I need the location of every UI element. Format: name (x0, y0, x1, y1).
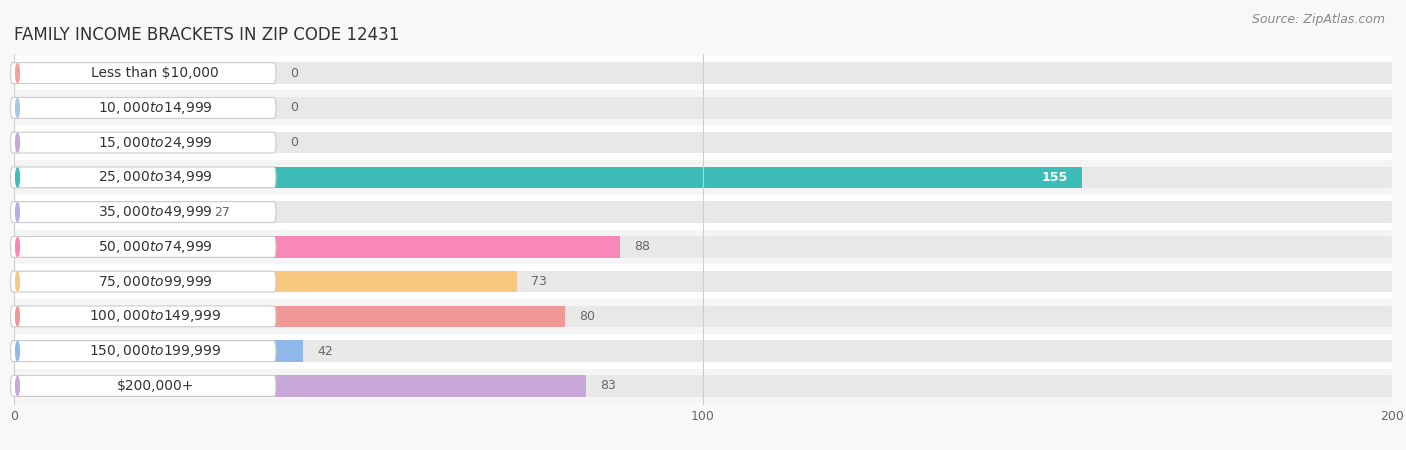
Text: 0: 0 (290, 67, 298, 80)
Text: 83: 83 (599, 379, 616, 392)
Text: $15,000 to $24,999: $15,000 to $24,999 (98, 135, 212, 151)
Text: 0: 0 (290, 101, 298, 114)
FancyBboxPatch shape (10, 202, 276, 223)
Bar (14, 369, 1392, 403)
Text: $10,000 to $14,999: $10,000 to $14,999 (98, 100, 212, 116)
FancyBboxPatch shape (10, 98, 276, 118)
Bar (14, 306, 1392, 327)
Bar (14, 201, 1392, 223)
Text: FAMILY INCOME BRACKETS IN ZIP CODE 12431: FAMILY INCOME BRACKETS IN ZIP CODE 12431 (14, 26, 399, 44)
Text: 73: 73 (531, 275, 547, 288)
FancyBboxPatch shape (10, 271, 276, 292)
Bar (14, 166, 1083, 188)
Text: 80: 80 (579, 310, 595, 323)
Circle shape (15, 168, 20, 187)
Circle shape (15, 307, 20, 326)
FancyBboxPatch shape (10, 306, 276, 327)
Text: 27: 27 (214, 206, 229, 219)
Circle shape (15, 99, 20, 117)
Bar (14, 132, 1392, 153)
Bar (14, 236, 1392, 258)
FancyBboxPatch shape (10, 236, 276, 257)
Bar (14, 56, 1392, 90)
Bar (14, 375, 1392, 396)
Bar (14, 299, 1392, 334)
Text: $150,000 to $199,999: $150,000 to $199,999 (89, 343, 222, 359)
Bar (14, 160, 1392, 195)
Bar (14, 375, 586, 396)
Circle shape (15, 238, 20, 256)
Bar (14, 236, 620, 258)
Bar (14, 334, 1392, 369)
Circle shape (15, 272, 20, 291)
Bar (14, 230, 1392, 264)
FancyBboxPatch shape (10, 132, 276, 153)
Bar (14, 125, 1392, 160)
FancyBboxPatch shape (10, 63, 276, 84)
FancyBboxPatch shape (10, 341, 276, 361)
Bar (14, 264, 1392, 299)
Circle shape (15, 203, 20, 221)
Bar (14, 201, 200, 223)
Text: $50,000 to $74,999: $50,000 to $74,999 (98, 239, 212, 255)
Text: 0: 0 (290, 136, 298, 149)
Bar (14, 97, 1392, 119)
Bar (14, 340, 304, 362)
Text: $100,000 to $149,999: $100,000 to $149,999 (89, 308, 222, 324)
Text: 88: 88 (634, 240, 650, 253)
Circle shape (15, 133, 20, 152)
Text: $200,000+: $200,000+ (117, 379, 194, 393)
Circle shape (15, 342, 20, 360)
Bar (14, 271, 1392, 292)
Circle shape (15, 377, 20, 395)
Bar (14, 90, 1392, 125)
Bar (14, 271, 517, 292)
Text: $35,000 to $49,999: $35,000 to $49,999 (98, 204, 212, 220)
Text: Less than $10,000: Less than $10,000 (91, 66, 219, 80)
Bar (14, 306, 565, 327)
Circle shape (15, 64, 20, 82)
Bar (14, 195, 1392, 230)
FancyBboxPatch shape (10, 375, 276, 396)
Bar (14, 340, 1392, 362)
Text: 155: 155 (1042, 171, 1069, 184)
Text: $75,000 to $99,999: $75,000 to $99,999 (98, 274, 212, 290)
Bar (14, 166, 1392, 188)
Text: $25,000 to $34,999: $25,000 to $34,999 (98, 169, 212, 185)
Bar (14, 63, 1392, 84)
FancyBboxPatch shape (10, 167, 276, 188)
Text: Source: ZipAtlas.com: Source: ZipAtlas.com (1251, 14, 1385, 27)
Text: 42: 42 (318, 345, 333, 358)
